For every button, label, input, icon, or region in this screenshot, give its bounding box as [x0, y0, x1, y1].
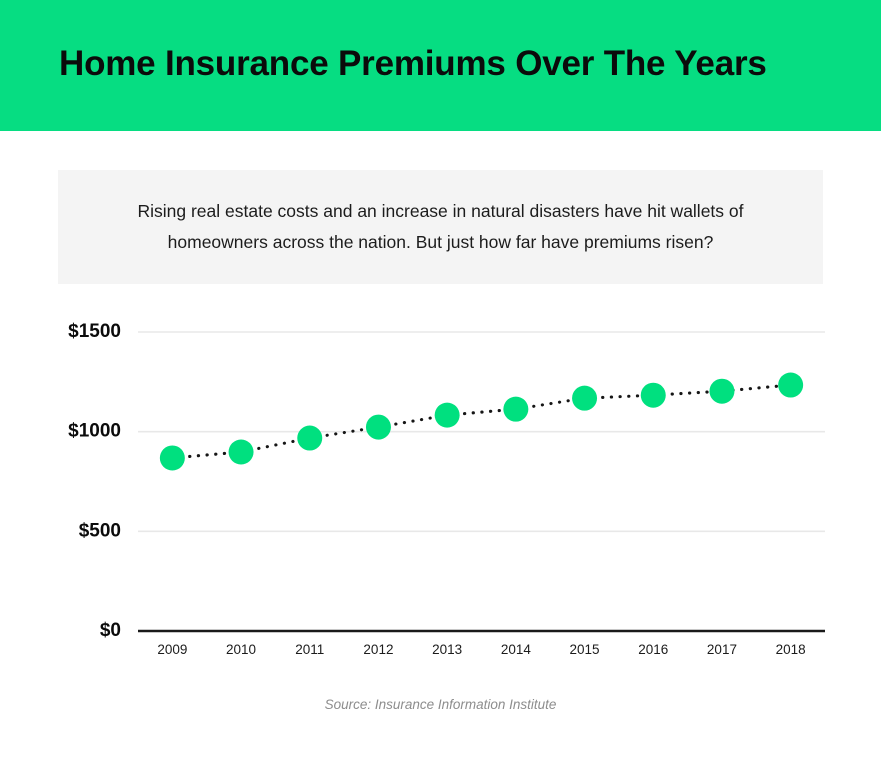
- data-point-marker: [503, 396, 529, 422]
- data-point-marker: [709, 378, 735, 404]
- x-axis-tick-label: 2017: [707, 642, 737, 657]
- header-banner: Home Insurance Premiums Over The Years: [0, 0, 881, 131]
- data-point-marker: [228, 439, 254, 465]
- data-point-marker: [297, 425, 323, 451]
- x-axis-tick-label: 2018: [776, 642, 806, 657]
- data-point-markers: [159, 372, 804, 471]
- x-axis-tick-label: 2013: [432, 642, 462, 657]
- gridlines: [138, 331, 825, 633]
- data-point-marker: [434, 402, 460, 428]
- y-axis-tick-label: $1000: [68, 421, 121, 442]
- x-axis-tick-label: 2012: [363, 642, 393, 657]
- x-axis-tick-label: 2011: [295, 642, 324, 657]
- data-point-marker: [778, 372, 804, 398]
- subtitle-text: Rising real estate costs and an increase…: [137, 201, 744, 252]
- series-line-group: [170, 383, 793, 460]
- source-attribution: Source: Insurance Information Institute: [324, 697, 557, 712]
- y-axis-tick-labels: $0 $500 $1000 $1500: [68, 321, 121, 641]
- line-chart: $0 $500 $1000 $1500 2009 2010 2011 2012 2013 201…: [68, 321, 825, 657]
- x-axis-tick-label: 2009: [157, 642, 187, 657]
- data-point-marker: [640, 382, 666, 408]
- y-axis-tick-label: $0: [100, 620, 121, 641]
- x-axis-tick-labels: 2009 2010 2011 2012 2013 2014 2015 2016 2017 2018: [157, 642, 805, 657]
- data-point-marker: [159, 445, 185, 471]
- subtitle-panel: Rising real estate costs and an increase…: [58, 170, 823, 284]
- x-axis-tick-label: 2015: [570, 642, 600, 657]
- x-axis-tick-label: 2010: [226, 642, 256, 657]
- series-line: [170, 383, 793, 460]
- x-axis-tick-label: 2014: [501, 642, 532, 657]
- y-axis-tick-label: $500: [79, 520, 121, 541]
- chart-container: $0 $500 $1000 $1500 2009 2010 2011 2012 2013 201…: [0, 300, 881, 670]
- data-point-marker: [572, 385, 598, 411]
- page-title: Home Insurance Premiums Over The Years: [59, 44, 767, 83]
- x-axis-tick-label: 2016: [638, 642, 668, 657]
- data-point-marker: [365, 414, 391, 440]
- y-axis-tick-label: $1500: [68, 321, 121, 342]
